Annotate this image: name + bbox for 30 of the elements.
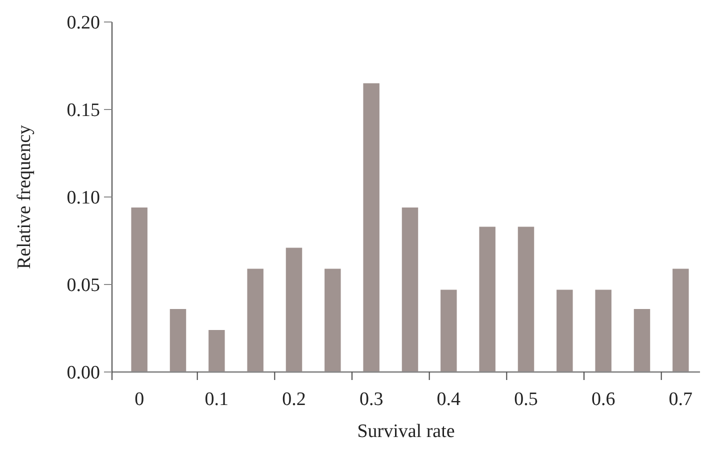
bar: [440, 290, 457, 372]
bar: [595, 290, 612, 372]
y-tick-label: 0.05: [66, 275, 100, 296]
bar: [324, 268, 341, 372]
bar: [518, 226, 534, 372]
bar: [634, 309, 650, 372]
bar: [286, 248, 302, 372]
bar: [363, 83, 380, 372]
bar: [247, 268, 264, 372]
y-tick-label: 0.00: [66, 362, 100, 384]
bar: [479, 226, 496, 372]
bar: [402, 208, 418, 372]
bar: [208, 330, 225, 372]
x-tick-label: 0.3: [359, 389, 384, 410]
y-axis-title: Relative frequency: [14, 124, 35, 270]
bar: [556, 290, 573, 372]
bar: [170, 309, 186, 372]
bar: [672, 268, 689, 372]
x-tick-label: 0.1: [204, 389, 229, 410]
x-axis-title: Survival rate: [357, 421, 455, 442]
y-tick-label: 0.10: [66, 188, 100, 209]
bar: [131, 208, 148, 372]
x-tick-label: 0.7: [668, 389, 693, 410]
y-tick-label: 0.15: [66, 100, 100, 122]
x-tick-label: 0.5: [514, 389, 538, 410]
x-tick-label: 0.6: [591, 389, 616, 410]
x-tick-label: 0.2: [282, 389, 306, 410]
x-tick-label: 0: [134, 389, 144, 410]
y-tick-label: 0.20: [66, 12, 100, 34]
x-tick-label: 0.4: [436, 389, 462, 410]
